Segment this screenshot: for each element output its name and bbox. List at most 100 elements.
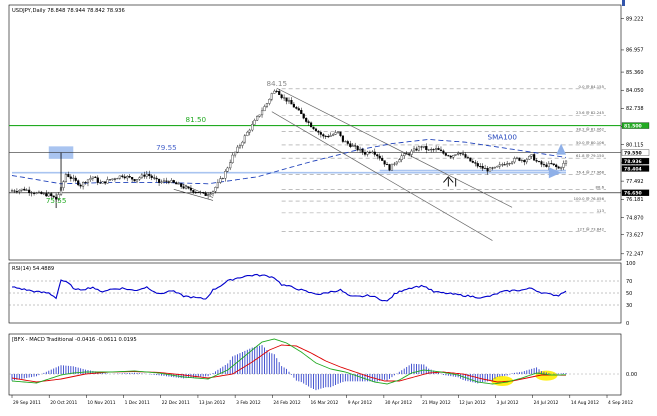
- x-tick-label: 21 May 2012: [422, 400, 451, 406]
- candle-body: [238, 145, 242, 148]
- candle-body: [10, 190, 14, 192]
- price-title: USDJPY,Daily 78.848 78.944 78.842 78.936: [12, 8, 125, 14]
- candle-body: [498, 164, 501, 167]
- candle-body: [40, 191, 43, 195]
- candle-body: [287, 100, 291, 102]
- candle-body: [214, 187, 217, 192]
- candle-body: [158, 178, 161, 183]
- candle-body: [400, 155, 403, 160]
- candle-body: [412, 148, 416, 152]
- candle-body: [312, 126, 315, 130]
- arrow-right-icon: [548, 167, 562, 179]
- price-tag-label: 79.550: [624, 150, 642, 156]
- candle-body: [45, 193, 48, 197]
- bounce-arrow-icon: [443, 176, 457, 187]
- candle-body: [175, 182, 178, 185]
- candle-body: [344, 141, 347, 143]
- candle-body: [542, 164, 546, 166]
- candle-body: [126, 176, 129, 179]
- x-tick-label: 10 Nov 2011: [87, 400, 115, 406]
- candle-body: [104, 181, 107, 184]
- candle-body: [37, 191, 41, 194]
- candle-body: [385, 164, 389, 166]
- candle-body: [197, 192, 200, 194]
- price-y-tick-label: 86.957: [626, 48, 644, 54]
- candle-body: [484, 168, 487, 170]
- trend-channel-line: [276, 87, 513, 208]
- candle-body: [422, 146, 425, 148]
- candle-body: [361, 148, 364, 153]
- candle-body: [283, 97, 286, 99]
- candle-body: [461, 153, 465, 155]
- price-tag: [621, 122, 650, 129]
- candle-body: [160, 181, 163, 183]
- trend-channel-line: [271, 111, 493, 241]
- candle-body: [510, 161, 514, 164]
- candle-body: [297, 108, 300, 111]
- candle-body: [180, 183, 183, 187]
- candle-body: [285, 97, 288, 102]
- arrow-up-icon: [556, 143, 566, 155]
- candle-body: [226, 167, 229, 172]
- fib-level-label: 23.6 @ 82.245: [576, 110, 605, 115]
- candle-body: [155, 177, 158, 180]
- candle-body: [560, 167, 563, 169]
- candle-body: [317, 130, 320, 133]
- candle-body: [349, 143, 352, 147]
- candle-body: [302, 113, 305, 119]
- fib-level-label: 88.6: [596, 184, 605, 189]
- candle-body: [15, 191, 18, 193]
- candle-body: [334, 132, 337, 135]
- candle-body: [368, 151, 371, 154]
- fib-level-label: 0.0 @ 84.155: [578, 84, 604, 89]
- x-tick-label: 1 Dec 2011: [125, 400, 150, 406]
- candle-body: [28, 189, 31, 193]
- price-tag-label: 78.404: [624, 166, 642, 172]
- candle-body: [233, 151, 237, 156]
- candle-body: [471, 161, 474, 163]
- candle-body: [381, 158, 384, 161]
- candle-body: [393, 163, 396, 165]
- price-tag-label: 76.650: [624, 191, 642, 197]
- rsi-y-tick-label: 30: [626, 303, 632, 309]
- candle-body: [459, 153, 462, 155]
- candle-body: [280, 94, 283, 99]
- candle-body: [106, 179, 109, 184]
- candle-body: [30, 192, 33, 194]
- candle-body: [535, 160, 538, 162]
- candle-body: [167, 181, 170, 183]
- candle-body: [454, 154, 457, 156]
- price-annotation: 75.55: [46, 196, 67, 205]
- candle-body: [528, 155, 531, 160]
- candle-body: [133, 179, 136, 182]
- candle-body: [395, 161, 398, 165]
- candle-body: [547, 163, 550, 167]
- candle-body: [145, 173, 148, 177]
- candle-body: [57, 194, 60, 200]
- candle-body: [319, 132, 322, 135]
- candle-body: [253, 119, 256, 125]
- price-y-tick-label: 74.870: [626, 215, 644, 221]
- price-y-tick-label: 89.222: [626, 16, 644, 22]
- candle-body: [135, 179, 139, 182]
- rsi-y-tick-label: 100: [626, 261, 636, 267]
- x-tick-label: 16 Mar 2012: [311, 400, 339, 406]
- candle-body: [82, 182, 85, 187]
- candle-body: [224, 171, 227, 179]
- candle-body: [486, 168, 489, 172]
- edge-marker: [622, 0, 625, 6]
- candle-body: [430, 149, 433, 151]
- candle-body: [550, 163, 553, 165]
- candle-body: [300, 109, 303, 115]
- candle-body: [74, 177, 77, 181]
- macd-highlight-ellipse: [535, 370, 558, 381]
- candle-body: [182, 186, 185, 189]
- candle-body: [23, 188, 26, 191]
- candle-body: [79, 184, 82, 187]
- candle-body: [457, 153, 460, 155]
- candle-body: [216, 182, 219, 188]
- price-y-tick-label: 80.115: [626, 143, 644, 149]
- candle-body: [555, 164, 558, 168]
- candle-body: [410, 150, 413, 155]
